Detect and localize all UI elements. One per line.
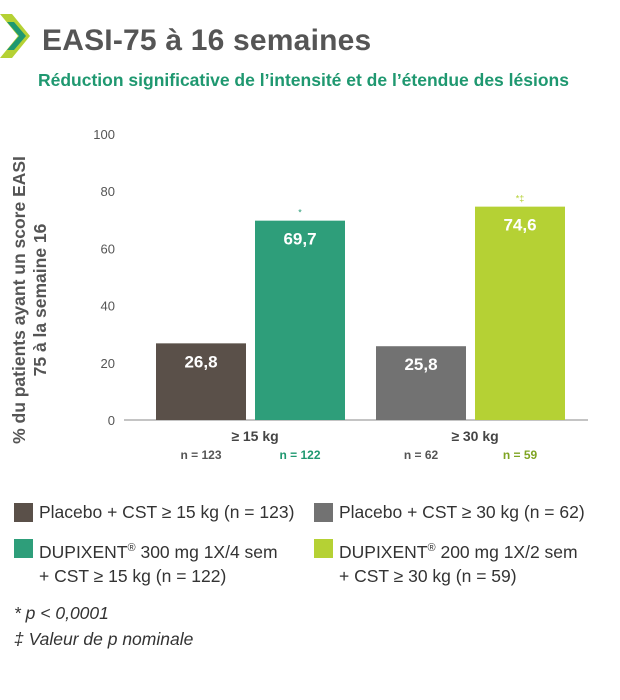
bar-n-label: n = 122 [279,448,320,462]
legend-swatch-dupixent-30 [314,539,333,558]
footnotes: * p < 0,0001 ‡ Valeur de p nominale [14,600,193,652]
bar-dupixent-30 [475,206,565,420]
legend-item-dupixent-15: DUPIXENT® 300 mg 1X/4 sem + CST ≥ 15 kg … [14,536,278,588]
y-tick-label: 80 [101,184,115,199]
bar-chart: % du patients ayant un score EASI 75 à la… [9,127,588,462]
chevron-logo-icon [0,14,30,58]
legend-label-placebo-30: Placebo + CST ≥ 30 kg (n = 62) [339,502,585,522]
legend-label-placebo-15: Placebo + CST ≥ 15 kg (n = 123) [39,502,295,522]
legend-dupixent-15-brand: DUPIXENT [39,541,128,562]
significance-marker: *‡ [516,194,525,204]
legend-dupixent-15-dose: 300 mg 1X/4 sem [135,541,278,562]
legend-label-dupixent-15: DUPIXENT® 300 mg 1X/4 sem + CST ≥ 15 kg … [39,536,278,588]
y-tick-label: 40 [101,299,115,314]
legend-swatch-placebo-15 [14,503,33,522]
bar-value-label: 25,8 [404,355,437,374]
bar-placebo-15 [156,343,246,420]
y-tick-label: 60 [101,241,115,256]
x-category-label: ≥ 15 kg [231,428,278,444]
registered-mark: ® [127,542,136,554]
y-tick-label: 0 [108,413,115,428]
bar-n-label: n = 59 [503,448,538,462]
legend-dupixent-30-dose: 200 mg 1X/2 sem [435,541,578,562]
legend-dupixent-30-brand: DUPIXENT [339,541,428,562]
legend-item-placebo-30: Placebo + CST ≥ 30 kg (n = 62) [314,500,585,524]
bar-value-label: 74,6 [503,216,536,235]
footnote-significance: * p < 0,0001 [14,603,109,623]
bar-n-label: n = 62 [404,448,439,462]
page-title: EASI-75 à 16 semaines [42,24,372,57]
bar-dupixent-15 [255,220,345,420]
page-subtitle: Réduction significative de l’intensité e… [38,70,569,90]
legend-swatch-placebo-30 [314,503,333,522]
bar-value-label: 26,8 [184,352,217,371]
bar-placebo-30 [376,346,466,420]
y-tick-label: 20 [101,356,115,371]
significance-marker: * [298,208,302,218]
x-category-label: ≥ 30 kg [451,428,498,444]
bar-value-label: 69,7 [283,230,316,249]
legend-swatch-dupixent-15 [14,539,33,558]
registered-mark: ® [427,542,436,554]
legend-item-placebo-15: Placebo + CST ≥ 15 kg (n = 123) [14,500,294,524]
y-tick-label: 100 [93,127,115,142]
legend-item-dupixent-30: DUPIXENT® 200 mg 1X/2 sem + CST ≥ 30 kg … [314,536,578,588]
y-axis-title-line1: % du patients ayant un score EASI [9,156,29,444]
footnote-nominal: ‡ Valeur de p nominale [14,629,194,649]
y-axis-title-line2: 75 à la semaine 16 [30,223,50,376]
legend-dupixent-30-line2: + CST ≥ 30 kg (n = 59) [339,565,517,586]
legend-dupixent-15-line2: + CST ≥ 15 kg (n = 122) [39,565,227,586]
bar-n-label: n = 123 [180,448,221,462]
legend-label-dupixent-30: DUPIXENT® 200 mg 1X/2 sem + CST ≥ 30 kg … [339,536,578,588]
